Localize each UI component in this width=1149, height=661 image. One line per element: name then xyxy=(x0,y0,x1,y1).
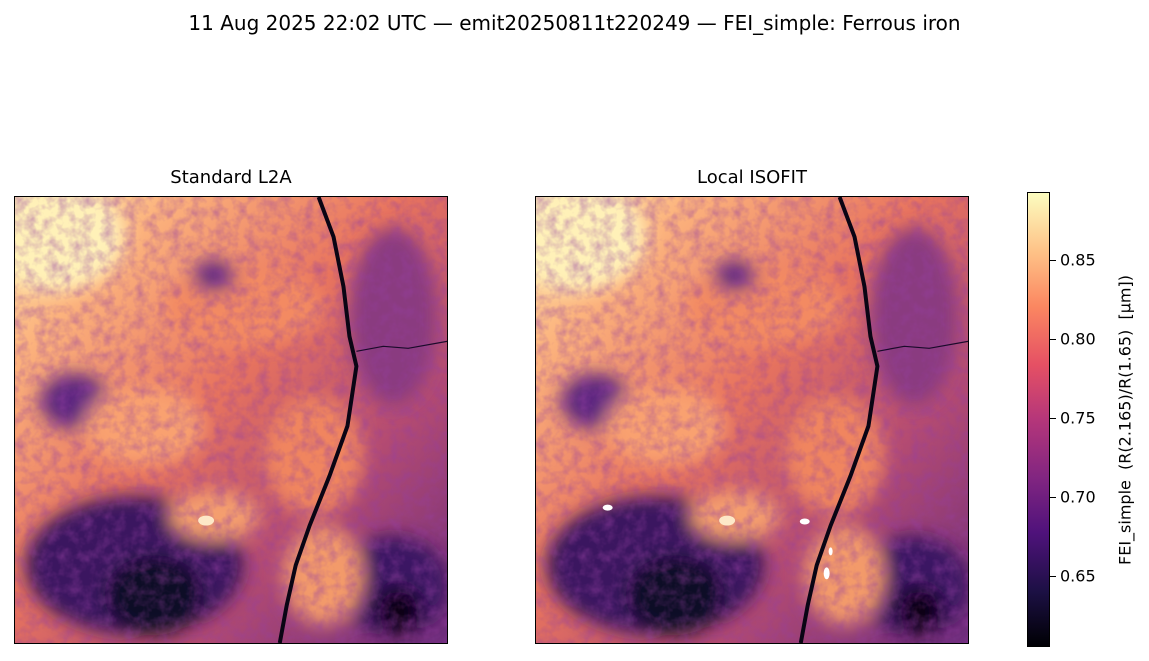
colorbar-label: FEI_simple (R(2.165)/R(1.65) [µm]) xyxy=(1115,275,1135,565)
heatmap-local-isofit xyxy=(535,196,969,644)
panel-title-standard-l2a: Standard L2A xyxy=(170,167,292,188)
colorbar-tick-label: 0.65 xyxy=(1060,566,1096,586)
figure-title: 11 Aug 2025 22:02 UTC — emit20250811t220… xyxy=(188,11,961,35)
heatmap-image-local-isofit xyxy=(536,197,968,643)
colorbar-tick xyxy=(1050,338,1056,341)
colorbar-tick-label: 0.85 xyxy=(1060,250,1096,270)
colorbar-tick-label: 0.70 xyxy=(1060,487,1096,507)
heatmap-standard-l2a xyxy=(14,196,448,644)
colorbar-tick xyxy=(1050,496,1056,499)
colorbar-tick-label: 0.80 xyxy=(1060,329,1096,349)
panel-title-local-isofit: Local ISOFIT xyxy=(697,167,807,188)
colorbar-tick xyxy=(1050,575,1056,578)
colorbar-tick xyxy=(1050,417,1056,420)
heatmap-image-standard-l2a xyxy=(15,197,447,643)
colorbar xyxy=(1027,192,1050,647)
colorbar-tick xyxy=(1050,259,1056,262)
colorbar-tick-label: 0.75 xyxy=(1060,408,1096,428)
